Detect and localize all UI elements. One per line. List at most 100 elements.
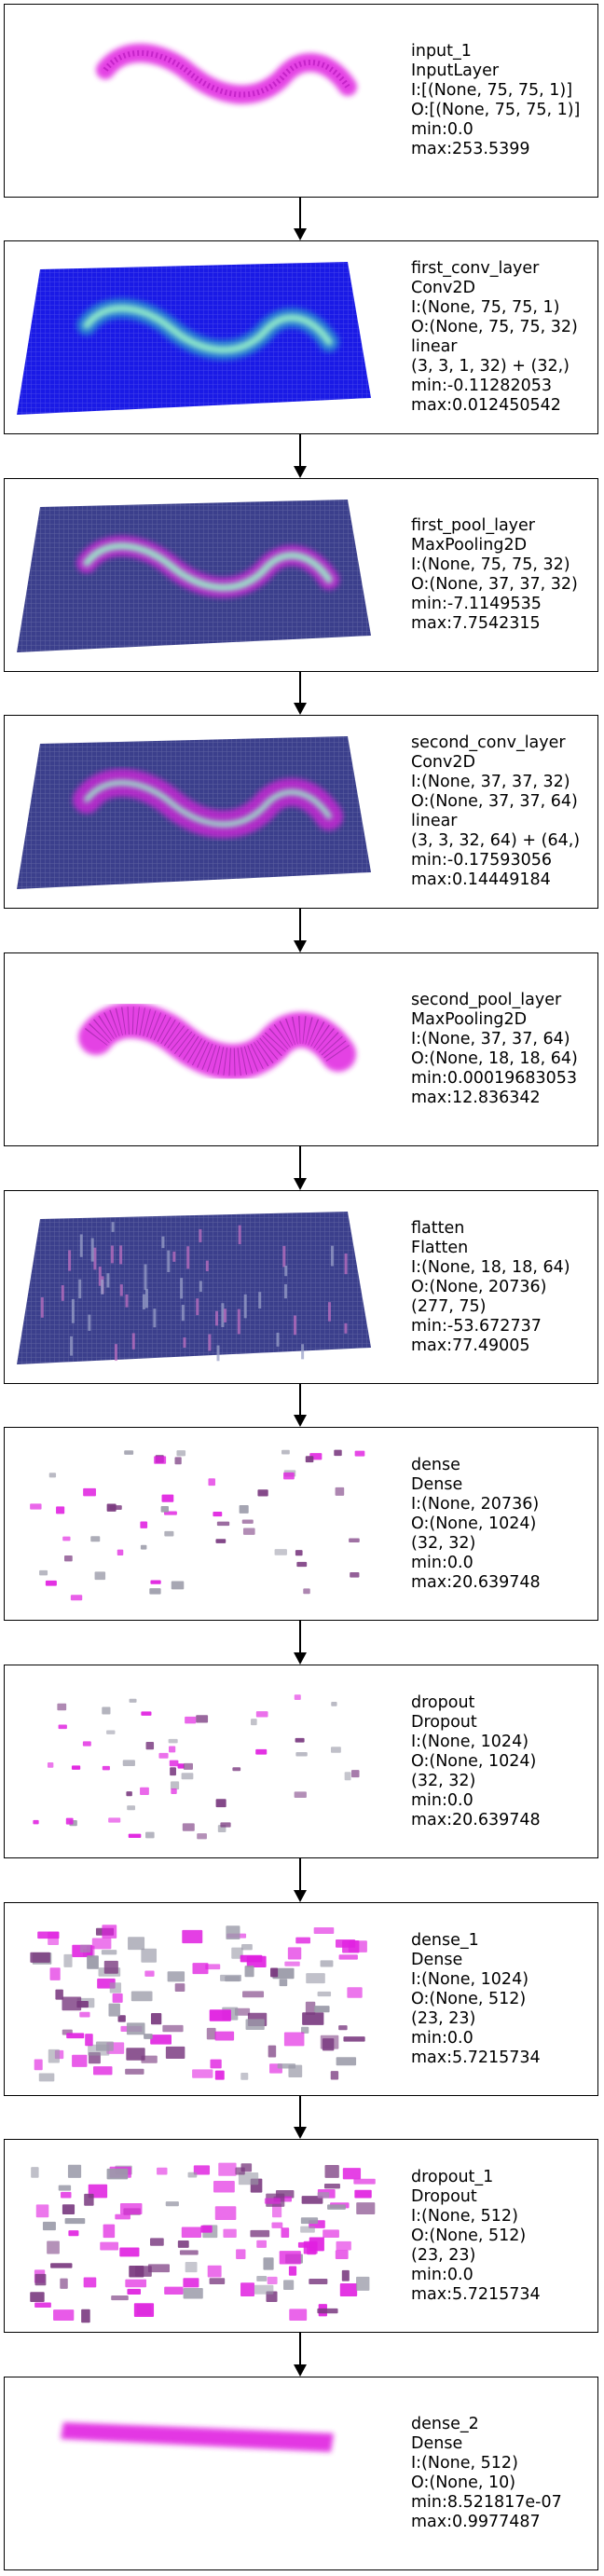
layer-info: dense Dense I:(None, 20736) O:(None, 102…: [411, 1428, 541, 1620]
viz-svg: [17, 262, 371, 415]
layer-min: min:8.521817e-07: [411, 2493, 562, 2512]
layer-min: min:-0.17593056: [411, 851, 552, 870]
feature-streak: [61, 1285, 64, 1301]
activation-cell: [106, 2168, 129, 2180]
layer-name: first_conv_layer: [411, 259, 540, 278]
activation-cell: [111, 2295, 129, 2301]
activation-cell: [264, 2198, 281, 2204]
arrow-head-icon: [294, 228, 307, 240]
layer-input-shape: I:(None, 1024): [411, 1732, 529, 1751]
feature-streak: [119, 1284, 123, 1296]
layer-min: min:0.0: [411, 2028, 474, 2048]
activation-cell: [330, 2071, 339, 2080]
layer-input-shape: I:(None, 20736): [411, 1494, 540, 1514]
activation-cell: [34, 2059, 43, 2071]
feature-streak: [205, 1260, 209, 1271]
activation-cell: [174, 1457, 182, 1465]
layer-box-input-1: input_1 InputLayer I:[(None, 75, 75, 1)]…: [4, 4, 598, 198]
feature-streak: [144, 1264, 147, 1291]
activation-cell: [82, 1741, 91, 1747]
activation-cell: [336, 1939, 356, 1948]
layer-info: second_conv_layer Conv2D I:(None, 37, 37…: [411, 716, 580, 908]
activation-cell: [279, 1979, 288, 1987]
activation-cell: [209, 2009, 231, 2021]
feature-streak: [111, 1222, 115, 1232]
layer-box-dropout-1: dropout_1 Dropout I:(None, 512) O:(None,…: [4, 2139, 598, 2333]
layer-type: MaxPooling2D: [411, 1010, 528, 1029]
activation-cell: [187, 2172, 198, 2178]
layer-visualization: [12, 12, 385, 189]
layer-min: min:0.00019683053: [411, 1069, 578, 1088]
activation-cell: [294, 1791, 307, 1799]
activation-cell: [214, 2031, 235, 2041]
activation-cell: [55, 1989, 63, 2000]
activation-cell: [305, 1456, 314, 1463]
layer-type: Conv2D: [411, 753, 475, 772]
layer-info: dense_1 Dense I:(None, 1024) O:(None, 51…: [411, 1903, 541, 2095]
activation-cell: [108, 1817, 121, 1823]
layer-grid-shape: (23, 23): [411, 2008, 476, 2028]
activation-cell: [124, 1450, 134, 1455]
connector-line: [299, 1858, 301, 1890]
activation-cell: [128, 1833, 142, 1838]
activation-cell: [62, 2204, 76, 2214]
feature-streak: [243, 1294, 247, 1319]
activation-cell: [150, 1580, 161, 1584]
layer-visualization: [12, 249, 385, 426]
activation-cell: [289, 2309, 308, 2322]
feature-streak: [79, 1234, 83, 1257]
activation-cell: [216, 1521, 230, 1527]
feature-streak: [223, 1309, 226, 1322]
activation-cell: [171, 1581, 185, 1590]
activation-cell: [192, 1963, 209, 1975]
layer-grid-shape: (23, 23): [411, 2245, 476, 2265]
activation-cell: [167, 1971, 185, 1982]
activation-cell: [339, 2282, 358, 2296]
activation-cell: [305, 2001, 316, 2015]
activation-cell: [79, 1944, 91, 1953]
activation-cell: [126, 2048, 145, 2061]
activation-cell: [244, 1966, 254, 1978]
activation-cell: [322, 2038, 335, 2051]
activation-cell: [200, 2225, 213, 2233]
activation-cell: [168, 1738, 178, 1744]
activation-cell: [309, 2278, 328, 2284]
layer-max: max:77.49005: [411, 1336, 530, 1355]
activation-cell: [255, 1748, 268, 1755]
feature-streak: [327, 1302, 331, 1322]
activation-cell: [231, 1947, 243, 1959]
activation-cell: [179, 2250, 199, 2255]
layer-name: dense: [411, 1455, 460, 1474]
activation-cell: [177, 2240, 189, 2248]
layer-info: second_pool_layer MaxPooling2D I:(None, …: [411, 953, 578, 1145]
activation-cell: [235, 2167, 245, 2175]
viz-svg: [30, 1925, 367, 2082]
activation-cell: [294, 1694, 301, 1701]
activation-cell: [177, 1763, 185, 1769]
activation-cell: [338, 1954, 358, 1960]
layer-visualization: [12, 1435, 385, 1612]
layer-info: dropout Dropout I:(None, 1024) O:(None, …: [411, 1665, 541, 1857]
layer-info: first_pool_layer MaxPooling2D I:(None, 7…: [411, 479, 578, 671]
activation-cell: [63, 1953, 73, 1967]
activation-cell: [162, 2024, 184, 2033]
activation-cell: [295, 1937, 310, 1944]
activation-cell: [106, 1503, 117, 1512]
activation-cell: [30, 1503, 42, 1510]
layer-box-first-conv-layer: first_conv_layer Conv2D I:(None, 75, 75,…: [4, 240, 598, 434]
feature-streak: [119, 1245, 123, 1265]
layer-name: flatten: [411, 1218, 465, 1238]
layer-type: Conv2D: [411, 279, 475, 297]
activation-cell: [164, 1530, 174, 1537]
feature-streak: [237, 1309, 240, 1335]
arrow-head-icon: [294, 2364, 307, 2377]
activation-cell: [102, 1706, 111, 1715]
layer-name: second_pool_layer: [411, 991, 562, 1009]
layer-info: dense_2 Dense I:(None, 512) O:(None, 10)…: [411, 2377, 562, 2569]
feature-streak: [283, 1283, 287, 1299]
connector-line: [299, 1146, 301, 1178]
activation-cell: [58, 2185, 72, 2191]
feature-streak: [215, 1310, 219, 1326]
activation-cell: [176, 1450, 186, 1457]
layer-name: dense_2: [411, 2415, 479, 2433]
